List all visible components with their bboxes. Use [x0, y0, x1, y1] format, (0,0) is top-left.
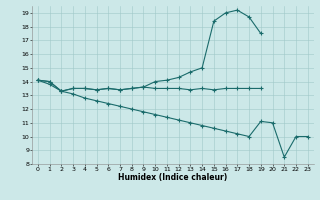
X-axis label: Humidex (Indice chaleur): Humidex (Indice chaleur) — [118, 173, 228, 182]
